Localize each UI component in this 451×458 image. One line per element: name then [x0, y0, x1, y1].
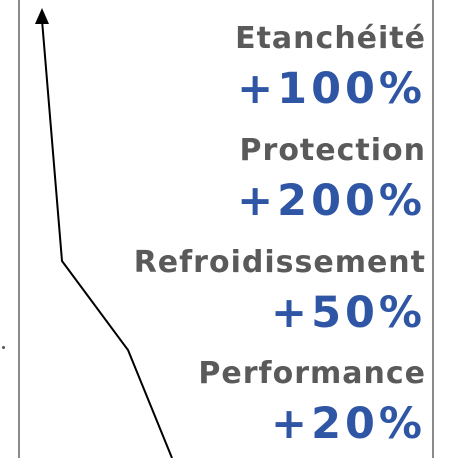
feature-label: Performance	[198, 356, 426, 391]
edge-dot	[2, 346, 5, 349]
feature-performance: Performance +20%	[198, 359, 426, 446]
right-divider	[432, 0, 434, 458]
left-divider	[18, 0, 20, 458]
feature-label: Protection	[239, 133, 426, 168]
feature-label: Refroidissement	[133, 245, 426, 280]
arrow-head-icon	[35, 8, 49, 24]
feature-label: Etanchéité	[235, 21, 426, 56]
trend-line	[41, 19, 173, 458]
feature-value: +100%	[237, 64, 426, 114]
feature-refroidissement: Refroidissement +50%	[134, 248, 426, 335]
feature-value: +200%	[237, 176, 426, 226]
feature-protection: Protection +200%	[237, 136, 426, 223]
feature-etancheite: Etanchéité +100%	[235, 24, 426, 111]
feature-value: +50%	[271, 288, 426, 338]
feature-value: +20%	[271, 399, 426, 449]
